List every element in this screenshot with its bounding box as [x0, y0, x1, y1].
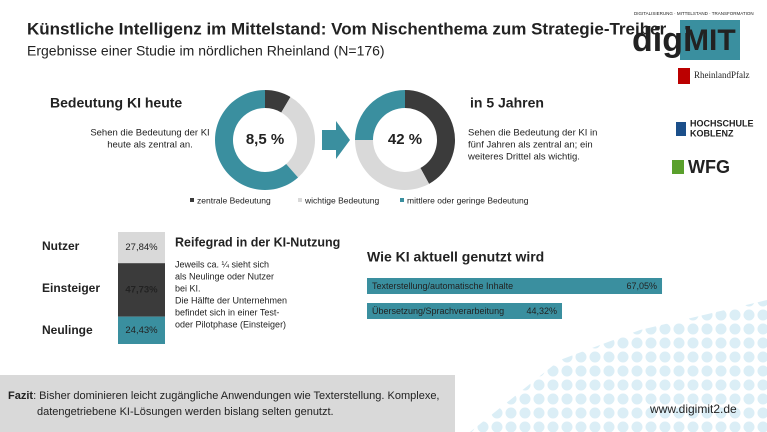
- stack-category: Nutzer: [42, 239, 80, 253]
- donut-segment: [265, 90, 291, 113]
- university-2: KOBLENZ: [690, 128, 734, 138]
- footer-line: Fazit: Bisher dominieren leicht zugängli…: [8, 390, 440, 402]
- donut-segment: [405, 90, 456, 184]
- usage-bar: [367, 303, 563, 319]
- legend-label: zentrale Bedeutung: [197, 195, 271, 205]
- donut-segment: [281, 96, 315, 178]
- arrow: [322, 121, 350, 159]
- wfg-emblem: [672, 160, 684, 174]
- donut-heading: in 5 Jahren: [470, 95, 544, 111]
- donut-text: Sehen die Bedeutung der KI in: [468, 128, 597, 139]
- stack-segment: [118, 316, 165, 344]
- usage-bar: [367, 278, 663, 294]
- logo-digi: digi: [632, 21, 692, 59]
- donut-heading: Bedeutung KI heute: [50, 95, 182, 111]
- donut-center-label: 42 %: [388, 131, 422, 148]
- stack-value-label: 27,84%: [125, 242, 158, 253]
- maturity-text: bei KI.: [175, 283, 201, 293]
- maturity-text: als Neulinge oder Nutzer: [175, 271, 274, 281]
- footer-bold: Fazit: [8, 390, 33, 402]
- legend-marker: [298, 198, 302, 202]
- legend-marker: [190, 198, 194, 202]
- stack-segment: [118, 263, 165, 317]
- usage-label: Übersetzung/Sprachverarbeitung: [372, 306, 504, 316]
- footer-box: [0, 375, 455, 432]
- title: Künstliche Intelligenz im Mittelstand: V…: [27, 19, 667, 38]
- donut-center-label: 8,5 %: [246, 131, 284, 148]
- donut-text: fünf Jahren als zentral an; ein: [468, 140, 593, 151]
- donut-segment: [355, 90, 405, 140]
- footer-line: datengetriebene KI-Lösungen werden bisla…: [37, 406, 334, 418]
- donut-segment: [214, 90, 299, 190]
- legend-marker: [400, 198, 404, 202]
- maturity-text: oder Pilotphase (Einsteiger): [175, 319, 286, 329]
- footer-url: www.digimit2.de: [649, 402, 737, 416]
- maturity-text: Jeweils ca. ¼ sieht sich: [175, 259, 269, 269]
- donut-text: heute als zentral an.: [107, 140, 193, 151]
- stack-category: Einsteiger: [42, 281, 100, 295]
- subtitle: Ergebnisse einer Studie im nördlichen Rh…: [27, 43, 385, 59]
- logo-tagline: DIGITALISIERUNG · MITTELSTAND · TRANSFOR…: [634, 11, 754, 16]
- maturity-heading: Reifegrad in der KI-Nutzung: [175, 235, 340, 249]
- stack-value-label: 24,43%: [125, 325, 158, 336]
- usage-label: Texterstellung/automatische Inhalte: [372, 281, 513, 291]
- state-logo: RheinlandPfalz: [694, 70, 750, 80]
- dot-pattern: [470, 300, 767, 432]
- logo-mit: MIT: [684, 24, 736, 57]
- legend-label: mittlere oder geringe Bedeutung: [407, 195, 529, 205]
- maturity-text: befindet sich in einer Test-: [175, 307, 279, 317]
- uni-emblem: [676, 122, 686, 136]
- legend-label: wichtige Bedeutung: [304, 195, 379, 205]
- maturity-text: Die Hälfte der Unternehmen: [175, 295, 287, 305]
- donut-text: weiteres Drittel als wichtig.: [467, 152, 580, 163]
- wfg-logo: WFG: [688, 157, 730, 177]
- stack-segment: [118, 232, 165, 264]
- usage-value-label: 44,32%: [526, 306, 557, 316]
- state-emblem: [678, 68, 690, 84]
- stack-category: Neulinge: [42, 323, 93, 337]
- stack-value-label: 47,73%: [125, 284, 158, 295]
- university-1: HOCHSCHULE: [690, 118, 754, 128]
- donut-text: Sehen die Bedeutung der KI: [90, 128, 209, 139]
- footer-text: : Bisher dominieren leicht zugängliche A…: [33, 390, 439, 402]
- donut-segment: [355, 140, 430, 191]
- usage-heading: Wie KI aktuell genutzt wird: [367, 249, 544, 265]
- logo-box: [680, 20, 740, 60]
- usage-value-label: 67,05%: [626, 281, 657, 291]
